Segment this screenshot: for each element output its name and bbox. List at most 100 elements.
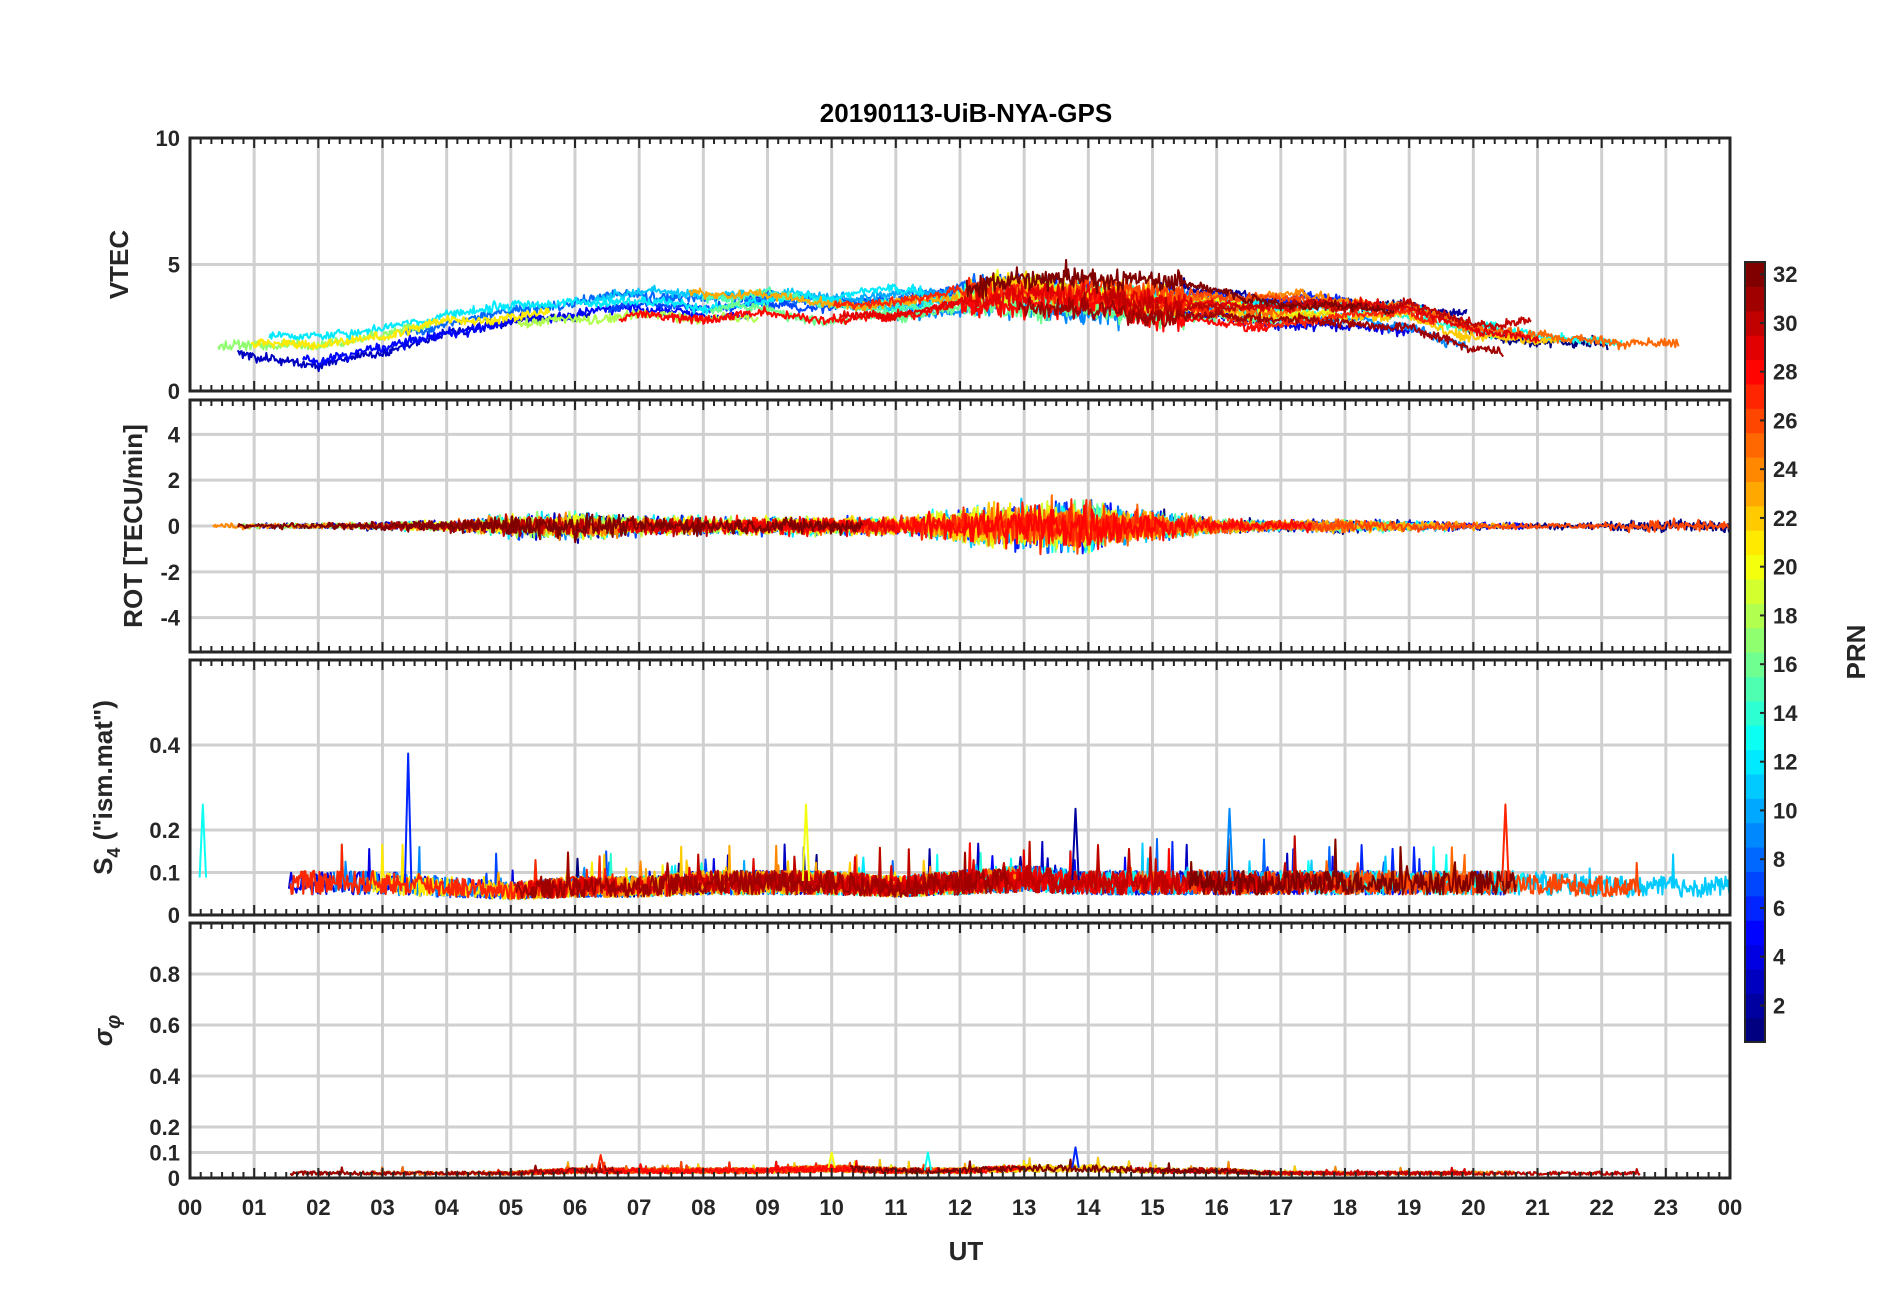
peak-mark xyxy=(1225,807,1234,882)
peak-mark xyxy=(403,752,413,883)
x-tick-label: 18 xyxy=(1333,1195,1357,1220)
colorbar-tick-label: 2 xyxy=(1773,993,1785,1018)
colorbar-label: PRN xyxy=(1841,625,1871,680)
rot-panel-series xyxy=(212,494,1730,556)
peak-mark xyxy=(1501,803,1510,882)
colorbar-swatch xyxy=(1745,749,1765,775)
x-tick-label: 02 xyxy=(306,1195,330,1220)
x-tick-label: 12 xyxy=(948,1195,972,1220)
x-tick-label: 16 xyxy=(1204,1195,1228,1220)
x-tick-label: 21 xyxy=(1525,1195,1549,1220)
figure-title: 20190113-UiB-NYA-GPS xyxy=(820,98,1112,128)
colorbar-swatch xyxy=(1745,700,1765,726)
s4-panel-ticks xyxy=(189,660,1731,915)
colorbar-tick-label: 4 xyxy=(1773,945,1786,970)
colorbar-swatch xyxy=(1745,262,1765,287)
series-prn-31 xyxy=(1018,291,1504,358)
colorbar-tick-label: 8 xyxy=(1773,847,1785,872)
colorbar-swatch xyxy=(1745,481,1765,507)
s4-panel: 0 0.1 0.2 0.4 S4 ("ism.mat") xyxy=(88,658,1732,928)
colorbar-swatch xyxy=(1745,920,1765,946)
colorbar-frame xyxy=(1744,261,1766,1043)
colorbar-tick-label: 28 xyxy=(1773,360,1797,385)
colorbar-swatch xyxy=(1745,505,1765,531)
colorbar-swatch xyxy=(1745,895,1765,921)
s4-panel-ytick-label: 0.4 xyxy=(149,733,180,758)
vtec-panel-series xyxy=(217,258,1680,373)
x-tick-label: 00 xyxy=(178,1195,202,1220)
x-tick-label: 06 xyxy=(563,1195,587,1220)
colorbar-tick-label: 30 xyxy=(1773,311,1797,336)
colorbar-swatch xyxy=(1745,359,1765,385)
x-tick-label: 23 xyxy=(1654,1195,1678,1220)
x-tick-label: 07 xyxy=(627,1195,651,1220)
vtec-panel-ytick-label: 5 xyxy=(168,253,180,278)
rot-panel-ytick-label: 4 xyxy=(168,422,181,447)
sigma-phi-panel-series xyxy=(289,1146,1641,1176)
sigma-phi-panel-ytick-label: 0.4 xyxy=(149,1064,180,1089)
series-prn-32 xyxy=(237,512,863,544)
s4-panel-series xyxy=(198,752,1730,901)
vtec-panel-ticks xyxy=(189,138,1731,391)
sigma-phi-panel-ytick-label: 0.1 xyxy=(149,1141,180,1166)
series-prn-30 xyxy=(1103,284,1532,331)
rot-panel-ytick-label: 0 xyxy=(168,514,180,539)
series-prn-21 xyxy=(251,307,551,351)
x-tick-label: 15 xyxy=(1140,1195,1164,1220)
colorbar-swatch xyxy=(1745,530,1765,556)
x-tick-label: 22 xyxy=(1589,1195,1613,1220)
x-tick-label: 04 xyxy=(434,1195,459,1220)
series-prn-18 xyxy=(517,309,759,329)
colorbar-tick-label: 16 xyxy=(1773,652,1797,677)
s4-axis-label: S4 ("ism.mat") xyxy=(88,700,124,875)
colorbar-tick-label: 24 xyxy=(1773,457,1798,482)
x-tick-label: 10 xyxy=(819,1195,843,1220)
colorbar-swatch xyxy=(1745,310,1765,336)
s4-panel-ytick-label: 0.1 xyxy=(149,861,180,886)
colorbar-swatch xyxy=(1745,603,1765,629)
rot-panel-ytick-label: -4 xyxy=(160,606,180,631)
colorbar-swatch xyxy=(1745,871,1765,897)
vtec-panel-axis-label: VTEC xyxy=(104,230,134,300)
x-tick-label: 17 xyxy=(1269,1195,1293,1220)
rot-panel-ticks xyxy=(189,400,1731,652)
colorbar-tick-label: 18 xyxy=(1773,603,1797,628)
colorbar-swatch xyxy=(1745,335,1765,361)
colorbar-swatch xyxy=(1745,993,1765,1019)
s4-panel-ytick-label: 0 xyxy=(168,903,180,928)
colorbar-swatch xyxy=(1745,457,1765,482)
vtec-panel-ytick-label: 0 xyxy=(168,379,180,404)
sigma-phi-panel-ytick-label: 0.8 xyxy=(149,962,180,987)
sigma-phi-panel-ytick-label: 0.2 xyxy=(149,1115,180,1140)
x-tick-label: 19 xyxy=(1397,1195,1421,1220)
peak-mark xyxy=(1071,1146,1080,1168)
sigma-phi-panel-ticks xyxy=(189,923,1731,1178)
rot-panel-ytick-label: 2 xyxy=(168,468,180,493)
colorbar-swatch xyxy=(1745,627,1765,653)
vtec-panel: 0 5 10 VTEC xyxy=(104,126,1732,404)
colorbar-swatch xyxy=(1745,1017,1765,1043)
colorbar-swatch xyxy=(1745,944,1765,970)
colorbar-tick-label: 22 xyxy=(1773,506,1797,531)
peak-mark xyxy=(801,803,811,882)
x-axis: 00 01 02 03 04 05 06 07 08 09 10 11 12 13 14 15 16 17 18 19… xyxy=(178,1195,1742,1220)
x-tick-label: 11 xyxy=(884,1195,907,1220)
rot-panel-axis-label: ROT [TECU/min] xyxy=(118,424,148,628)
series-prn-32 xyxy=(965,258,1395,315)
series-prn-31 xyxy=(515,851,1010,899)
colorbar-swatch xyxy=(1745,968,1765,994)
series-prn-32 xyxy=(1188,837,1517,896)
sigma-phi-panel-ytick-label: 0.6 xyxy=(149,1013,180,1038)
s4-panel-ytick-label: 0.2 xyxy=(149,818,180,843)
colorbar-swatch xyxy=(1745,773,1765,799)
colorbar-tick-label: 20 xyxy=(1773,555,1797,580)
x-tick-label: 09 xyxy=(755,1195,779,1220)
x-tick-label: 20 xyxy=(1461,1195,1485,1220)
colorbar-swatch xyxy=(1745,725,1765,751)
peak-mark xyxy=(596,1154,605,1171)
colorbar-swatch xyxy=(1745,847,1765,872)
colorbar-swatch xyxy=(1745,798,1765,824)
